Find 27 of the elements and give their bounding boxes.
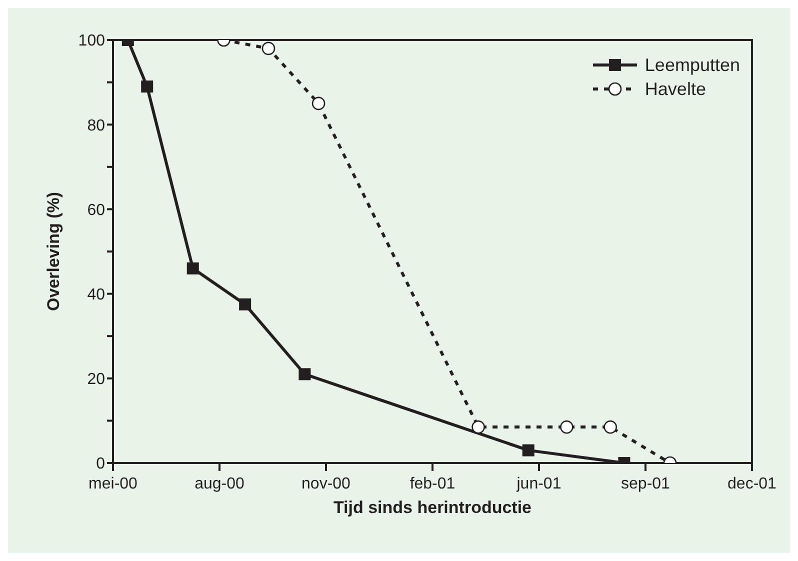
point	[560, 420, 574, 434]
point	[186, 262, 199, 274]
legend-label: Leemputten	[644, 54, 740, 77]
point	[522, 444, 534, 456]
x-tick-label: nov-00	[302, 475, 351, 492]
x-tick-label: sep-01	[621, 475, 670, 492]
y-tick-label: 40	[87, 286, 106, 304]
x-tick-label: dec-01	[728, 475, 777, 492]
y-tick-label: 60	[87, 202, 106, 219]
x-axis-title: Tijd sinds herintroductie	[333, 498, 532, 517]
y-tick-label: 20	[87, 371, 106, 388]
point	[472, 420, 485, 434]
x-tick-label: jun-01	[516, 475, 562, 492]
legend-label: Havelte	[644, 78, 706, 101]
x-tick-label: aug-00	[194, 475, 245, 492]
y-tick-label: 0	[96, 456, 106, 473]
point	[604, 420, 618, 434]
y-tick-label: 100	[78, 32, 106, 50]
y-axis-title: Overleving (%)	[44, 192, 64, 312]
point	[298, 368, 311, 380]
point	[262, 42, 276, 56]
point	[141, 80, 154, 93]
point	[239, 298, 252, 310]
x-tick-label: feb-01	[410, 475, 456, 492]
y-tick-label: 80	[87, 117, 106, 134]
point	[312, 96, 326, 110]
x-tick-label: mei-00	[88, 475, 138, 492]
